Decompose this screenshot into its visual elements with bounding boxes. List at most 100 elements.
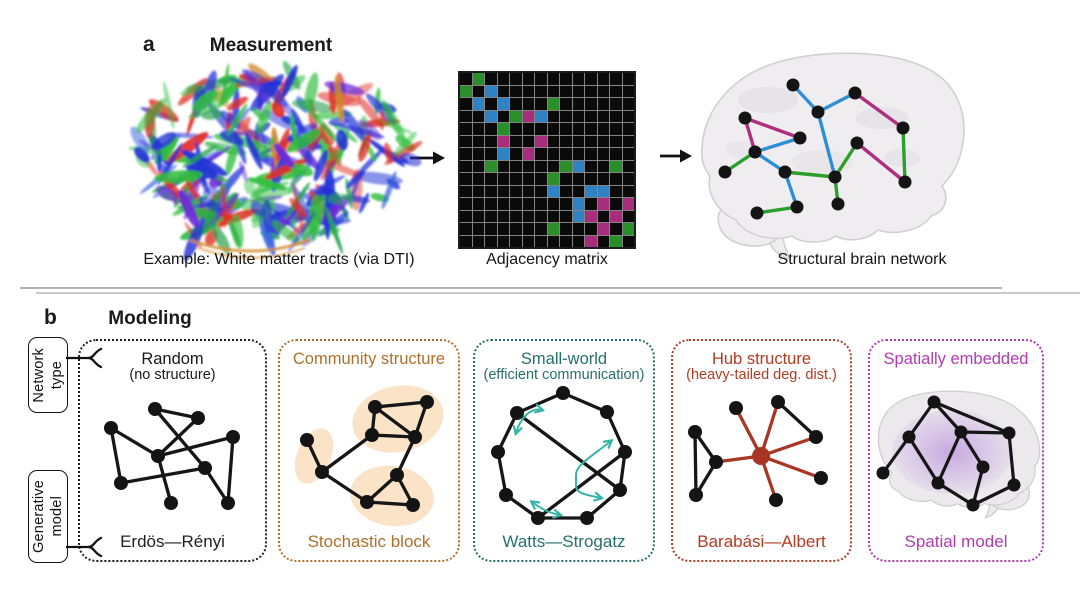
matrix-cell — [572, 73, 584, 85]
matrix-cell — [485, 160, 497, 172]
caption-adjacency-matrix: Adjacency matrix — [486, 251, 608, 268]
matrix-cell — [497, 135, 509, 147]
matrix-cell — [572, 185, 584, 197]
network-edge — [833, 175, 840, 206]
box-spatial: Spatially embedded Spatial model — [868, 339, 1044, 562]
matrix-cell — [522, 148, 534, 160]
matrix-cell — [622, 98, 634, 110]
matrix-cell — [522, 160, 534, 172]
box-small-world: Small-world (efficient communication) Wa… — [473, 339, 655, 562]
matrix-cell — [472, 235, 484, 247]
network-node — [848, 86, 862, 100]
matrix-cell — [560, 85, 572, 97]
matrix-cell — [460, 185, 472, 197]
fork-connector-icon — [66, 536, 103, 558]
matrix-cell — [522, 223, 534, 235]
matrix-cell — [610, 185, 622, 197]
matrix-cell — [535, 210, 547, 222]
matrix-cell — [497, 85, 509, 97]
matrix-cell — [585, 73, 597, 85]
matrix-cell — [497, 185, 509, 197]
matrix-cell — [572, 135, 584, 147]
matrix-cell — [472, 110, 484, 122]
matrix-cell — [472, 173, 484, 185]
matrix-cell — [510, 185, 522, 197]
matrix-cell — [460, 173, 472, 185]
matrix-cell — [547, 85, 559, 97]
matrix-cell — [485, 223, 497, 235]
matrix-cell — [597, 235, 609, 247]
matrix-cell — [497, 173, 509, 185]
matrix-cell — [472, 198, 484, 210]
matrix-cell — [535, 135, 547, 147]
network-node — [896, 121, 910, 135]
matrix-cell — [560, 98, 572, 110]
matrix-cell — [460, 98, 472, 110]
network-node — [790, 200, 804, 214]
matrix-cell — [535, 185, 547, 197]
matrix-cell — [597, 135, 609, 147]
matrix-cell — [485, 210, 497, 222]
matrix-cell — [597, 148, 609, 160]
box-title: Random — [141, 350, 204, 368]
matrix-cell — [460, 73, 472, 85]
matrix-cell — [547, 198, 559, 210]
box-subtitle: (efficient communication) — [483, 367, 645, 384]
matrix-cell — [472, 123, 484, 135]
row-label-line: model — [49, 496, 65, 537]
matrix-cell — [610, 198, 622, 210]
matrix-cell — [622, 173, 634, 185]
matrix-cell — [560, 185, 572, 197]
matrix-cell — [472, 160, 484, 172]
matrix-cell — [510, 210, 522, 222]
matrix-cell — [535, 123, 547, 135]
matrix-cell — [472, 148, 484, 160]
matrix-cell — [522, 135, 534, 147]
network-edge — [753, 150, 787, 174]
caption-brain-network: Structural brain network — [777, 251, 947, 268]
matrix-cell — [597, 98, 609, 110]
network-node — [748, 145, 762, 159]
matrix-cell — [560, 173, 572, 185]
matrix-cell — [585, 135, 597, 147]
matrix-cell — [597, 198, 609, 210]
network-node — [778, 165, 792, 179]
network-edge — [723, 150, 757, 174]
matrix-cell — [560, 210, 572, 222]
matrix-cell — [560, 110, 572, 122]
matrix-cell — [460, 198, 472, 210]
matrix-cell — [597, 185, 609, 197]
box-title: Hub structure — [711, 350, 812, 368]
matrix-cell — [622, 148, 634, 160]
matrix-cell — [510, 123, 522, 135]
matrix-cell — [610, 210, 622, 222]
box-model-label: Spatial model — [904, 532, 1008, 551]
matrix-cell — [560, 148, 572, 160]
matrix-cell — [597, 173, 609, 185]
matrix-cell — [585, 223, 597, 235]
matrix-cell — [522, 235, 534, 247]
matrix-cell — [572, 85, 584, 97]
box-model-label: Watts—Strogatz — [502, 532, 626, 551]
structural-brain-network-graph — [718, 78, 912, 220]
panel-a-label: a — [143, 33, 155, 56]
matrix-cell — [610, 123, 622, 135]
matrix-cell — [547, 235, 559, 247]
matrix-cell — [572, 223, 584, 235]
matrix-cell — [460, 123, 472, 135]
row-label-network-type: Network type — [28, 337, 68, 413]
matrix-cell — [535, 160, 547, 172]
row-label-generative-model: Generative model — [28, 470, 68, 563]
matrix-cell — [622, 135, 634, 147]
network-node — [738, 111, 752, 125]
matrix-cell — [547, 148, 559, 160]
network-node — [718, 165, 732, 179]
matrix-cell — [510, 73, 522, 85]
flow-arrow-icon — [410, 151, 445, 165]
network-node — [811, 105, 825, 119]
matrix-cell — [522, 185, 534, 197]
matrix-cell — [510, 135, 522, 147]
box-title: Small-world — [520, 350, 608, 368]
network-node — [831, 197, 845, 211]
matrix-cell — [522, 98, 534, 110]
